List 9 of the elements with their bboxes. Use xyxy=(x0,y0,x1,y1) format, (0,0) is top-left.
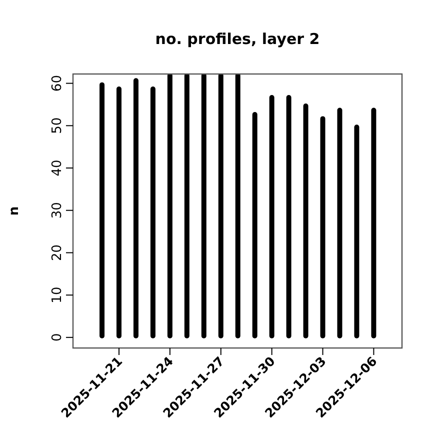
y-tick-label: 40 xyxy=(50,160,65,176)
y-tick-label: 0 xyxy=(50,333,65,342)
y-tick-label: 20 xyxy=(50,244,65,261)
chart-title: no. profiles, layer 2 xyxy=(155,30,320,48)
y-tick-label: 30 xyxy=(50,202,65,219)
y-axis-title: n xyxy=(7,206,22,216)
y-tick-label: 50 xyxy=(50,117,65,134)
y-tick-label: 10 xyxy=(50,286,65,304)
y-tick-label: 60 xyxy=(50,75,65,92)
